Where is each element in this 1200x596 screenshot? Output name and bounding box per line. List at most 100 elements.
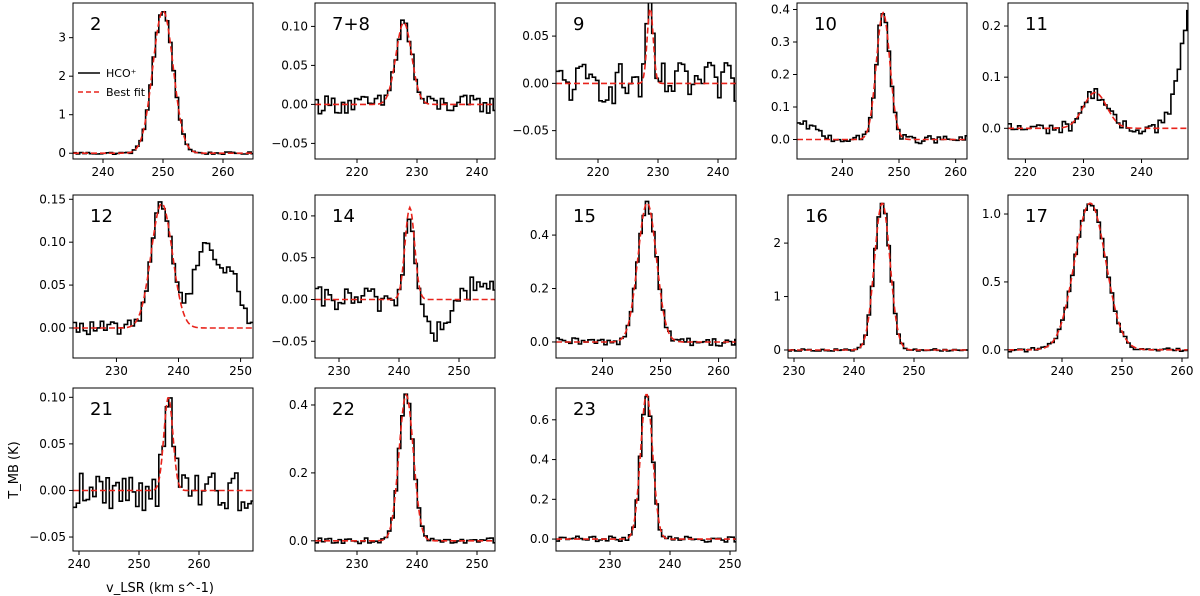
panel-label: 17 — [1025, 206, 1048, 227]
best-fit-line — [797, 11, 967, 141]
y-tick-label: 0.00 — [39, 483, 66, 497]
panel-label: 23 — [573, 399, 596, 420]
y-tick-label: 0.05 — [281, 251, 308, 265]
x-tick-label: 260 — [188, 557, 211, 571]
x-tick-label: 230 — [647, 165, 670, 179]
panel-label: 15 — [573, 206, 596, 227]
best-fit-line — [73, 397, 253, 492]
observed-spectrum-line — [556, 3, 736, 105]
x-tick-label: 240 — [707, 165, 730, 179]
x-tick-label: 250 — [466, 557, 489, 571]
x-tick-label: 250 — [1111, 364, 1134, 378]
y-tick-label: 0 — [58, 146, 66, 160]
x-tick-label: 250 — [888, 165, 911, 179]
panel-10: 240 250 260 0.0 0.1 0.2 0.3 0.4 10 — [771, 2, 968, 179]
y-tick-label: −0.05 — [271, 136, 308, 150]
best-fit-line — [315, 205, 495, 301]
panel-frame — [314, 387, 496, 552]
best-fit-line — [73, 203, 253, 329]
panel-frame — [555, 387, 737, 552]
panel-label: 11 — [1025, 14, 1048, 35]
x-tick-label: 260 — [1171, 364, 1194, 378]
observed-spectrum-line — [1008, 9, 1188, 135]
x-tick-label: 230 — [346, 557, 369, 571]
panel-label: 12 — [90, 206, 113, 227]
x-tick-label: 260 — [944, 165, 967, 179]
y-tick-label: 0.15 — [39, 192, 66, 206]
y-tick-label: 0.2 — [289, 466, 308, 480]
x-tick-label: 230 — [783, 364, 806, 378]
x-tick-label: 240 — [1130, 165, 1153, 179]
x-tick-label: 230 — [1072, 165, 1095, 179]
y-tick-label: 0.10 — [39, 390, 66, 404]
y-tick-label: 0.2 — [530, 492, 549, 506]
panel-frame — [1007, 194, 1189, 359]
y-tick-label: 0.5 — [982, 275, 1001, 289]
y-tick-label: 0.10 — [281, 19, 308, 33]
x-tick-label: 250 — [229, 364, 252, 378]
panel-frame — [555, 194, 737, 359]
y-tick-label: 0.00 — [39, 321, 66, 335]
x-tick-label: 250 — [448, 364, 471, 378]
panel-frame — [72, 194, 254, 359]
x-tick-label: 240 — [167, 364, 190, 378]
panel-label: 21 — [90, 399, 113, 420]
best-fit-line — [315, 393, 495, 542]
panel-frame — [314, 2, 496, 160]
observed-spectrum-line — [788, 202, 968, 352]
legend: HCO⁺ Best fit — [78, 67, 146, 99]
y-axis-label: T_MB (K) — [7, 441, 22, 499]
best-fit-line — [1008, 91, 1188, 130]
observed-spectrum-line — [73, 397, 253, 512]
y-tick-label: 0.0 — [289, 534, 308, 548]
y-tick-label: 0.1 — [982, 70, 1001, 84]
x-tick-label: 240 — [466, 165, 489, 179]
y-tick-label: 0.05 — [39, 437, 66, 451]
legend-entry-label: HCO⁺ — [106, 67, 137, 80]
panel-14: 230 240 250 −0.05 0.00 0.05 0.10 14 — [271, 194, 496, 378]
x-tick-label: 220 — [1014, 165, 1037, 179]
y-tick-label: 0.0 — [771, 133, 790, 147]
y-tick-label: 1 — [773, 290, 781, 304]
y-tick-label: 0.00 — [281, 97, 308, 111]
observed-spectrum-line — [315, 393, 495, 545]
x-tick-label: 250 — [649, 364, 672, 378]
panel-label: 9 — [573, 14, 584, 35]
panel-label: 14 — [332, 206, 355, 227]
best-fit-line — [315, 21, 495, 106]
y-tick-label: 0.0 — [982, 343, 1001, 357]
x-tick-label: 230 — [599, 557, 622, 571]
y-tick-label: 1.0 — [982, 207, 1001, 221]
panel-15: 240 250 260 0.0 0.2 0.4 15 — [530, 194, 737, 378]
x-tick-label: 240 — [406, 557, 429, 571]
y-tick-label: 0.0 — [530, 532, 549, 546]
x-tick-label: 250 — [152, 165, 175, 179]
x-tick-label: 250 — [903, 364, 926, 378]
y-tick-label: 0.6 — [530, 413, 549, 427]
panel-22: 230 240 250 0.0 0.2 0.4 22 — [289, 387, 496, 571]
x-tick-label: 240 — [659, 557, 682, 571]
y-tick-label: 0.4 — [771, 3, 790, 17]
y-tick-label: 0.2 — [530, 282, 549, 296]
x-tick-label: 240 — [92, 165, 115, 179]
y-tick-label: 0.1 — [771, 100, 790, 114]
y-tick-label: 0.05 — [281, 58, 308, 72]
y-tick-label: 0.4 — [289, 398, 308, 412]
x-tick-label: 230 — [328, 364, 351, 378]
x-tick-label: 260 — [212, 165, 235, 179]
observed-spectrum-line — [556, 395, 736, 543]
y-tick-label: 0.0 — [982, 121, 1001, 135]
x-tick-label: 240 — [843, 364, 866, 378]
y-tick-label: −0.05 — [29, 530, 66, 544]
y-tick-label: 0.4 — [530, 453, 549, 467]
panel-7-8: 220 230 240 −0.05 0.00 0.05 0.10 7+8 — [271, 2, 496, 179]
y-tick-label: 2 — [58, 69, 66, 83]
best-fit-line — [788, 202, 968, 351]
panel-frame — [787, 194, 969, 359]
panel-9: 220 230 240 −0.05 0.00 0.05 9 — [512, 2, 737, 179]
x-tick-label: 240 — [1051, 364, 1074, 378]
panel-23: 230 240 250 0.0 0.2 0.4 0.6 23 — [530, 387, 742, 571]
panel-11: 220 230 240 0.0 0.1 0.2 11 — [982, 2, 1189, 179]
x-tick-label: 250 — [719, 557, 742, 571]
